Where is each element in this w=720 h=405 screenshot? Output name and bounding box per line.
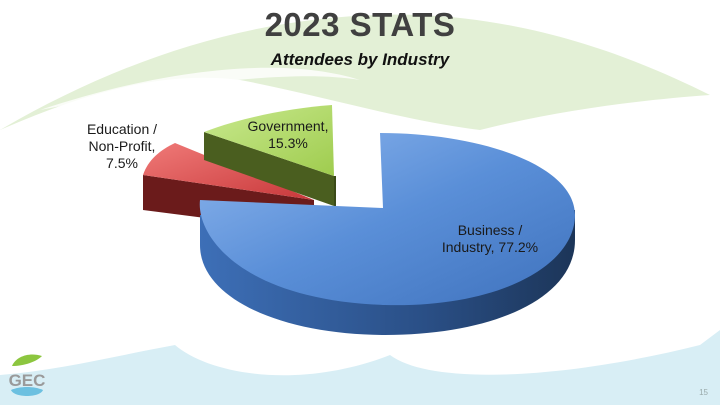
slice-government [204, 105, 336, 206]
gec-logo: GEC [9, 354, 46, 396]
label-business: Business / Industry, 77.2% [441, 222, 539, 255]
leaf-swoosh-decoration [0, 14, 710, 130]
page-number: 15 [699, 388, 708, 397]
leaf-icon [12, 354, 42, 366]
water-icon [11, 387, 43, 396]
slide-title: 2023 STATS [264, 6, 456, 43]
label-education: Education / Non-Profit, 7.5% [86, 121, 158, 171]
label-government: Government, 15.3% [247, 118, 329, 151]
chart-subtitle: Attendees by Industry [270, 50, 450, 69]
slice-business [199, 133, 575, 335]
water-wave-decoration [0, 330, 720, 405]
svg-text:GEC: GEC [9, 371, 46, 390]
